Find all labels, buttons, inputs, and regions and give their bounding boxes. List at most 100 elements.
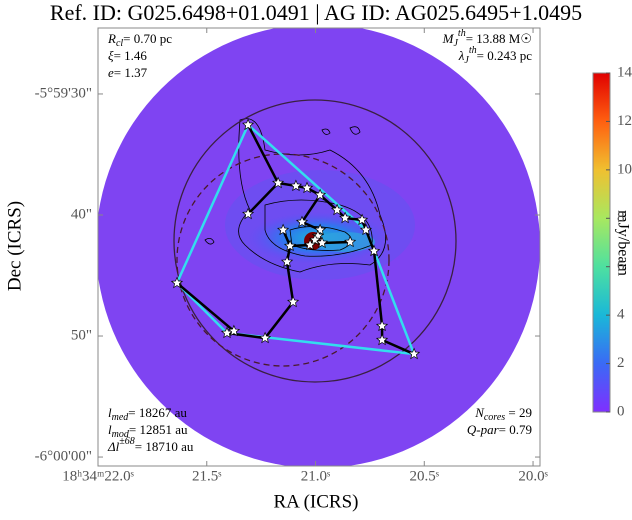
x-tick-label: 20.5ˢ	[410, 468, 439, 484]
core	[375, 333, 389, 346]
annotation-subscript: mod	[112, 429, 130, 440]
core	[277, 223, 290, 236]
annotation-value: = 13.88 M☉	[466, 31, 532, 46]
core	[344, 235, 357, 248]
frame	[97, 27, 541, 467]
core	[339, 211, 352, 224]
colorbar-tick-label: 2	[617, 355, 625, 371]
annotation-symbol: M	[442, 31, 455, 46]
annotation-value: = 18710 au	[135, 439, 194, 454]
annotation-symbol: Q-par	[467, 422, 500, 437]
x-axis-label: RA (ICRS)	[274, 491, 359, 512]
annotation-symbol: ξ	[108, 48, 114, 63]
colorbar-tick-label: 14	[617, 64, 632, 80]
annotation-value: = 29	[505, 405, 532, 420]
core	[227, 324, 241, 337]
annotation-value: = 12851 au	[129, 422, 188, 437]
core	[295, 215, 309, 228]
colorbar-tick-label: 6	[617, 258, 625, 274]
core	[359, 223, 373, 236]
annotation-symbol: R	[107, 31, 116, 46]
annotation-subscript: J	[464, 55, 469, 66]
annotation-value: = 0.70 pc	[123, 31, 172, 46]
annotation-symbol: Δl	[107, 439, 120, 454]
core	[309, 233, 322, 246]
core	[314, 188, 327, 201]
annotation-superscript: ±68	[119, 436, 135, 447]
y-axis-label: Dec (ICRS)	[4, 201, 25, 291]
mst-edge	[381, 338, 415, 356]
annotation: e= 1.37	[108, 65, 148, 80]
y-tick-label: -6°00'00"	[35, 448, 92, 464]
annotation-value: = 0.243 pc	[477, 48, 533, 63]
core	[287, 295, 300, 308]
network	[170, 118, 421, 360]
circle	[173, 99, 457, 383]
core	[375, 319, 389, 332]
mst-edge	[372, 250, 384, 327]
core	[330, 203, 344, 216]
annotation-symbol: l	[108, 405, 112, 420]
annotation: MJth= 13.88 M☉	[442, 28, 532, 49]
contour	[238, 118, 387, 273]
mst-edge	[322, 240, 351, 245]
title: Ref. ID: G025.6498+01.0491 | AG ID: AG02…	[50, 0, 582, 25]
mst-edge	[285, 261, 295, 303]
contour	[204, 126, 361, 245]
core	[283, 239, 297, 252]
x-tick-label: 21.0ˢ	[301, 468, 330, 484]
core	[304, 238, 317, 251]
y-tick-label: 50"	[71, 327, 92, 343]
hull-edge	[175, 124, 250, 284]
annotation-symbol: e	[108, 65, 114, 80]
core	[289, 179, 303, 192]
annotation-value: = 18267 au	[128, 405, 187, 420]
colorbar-tick-label: 0	[617, 403, 625, 419]
core	[242, 207, 255, 220]
annotation: Q-par= 0.79	[467, 422, 532, 437]
x-tick-label: 20.0ˢ	[518, 468, 547, 484]
map	[98, 28, 540, 466]
colorbar-tick-label: 8	[617, 210, 625, 226]
annotation: lmod= 12851 au	[108, 422, 188, 440]
core	[258, 331, 272, 344]
y-tick-label: -5°59'30"	[35, 85, 92, 101]
annotation-value: = 0.79	[499, 422, 532, 437]
annotation: Ncores = 29	[474, 405, 532, 423]
dashed-circle	[176, 153, 390, 367]
annotation: lmed= 18267 au	[108, 405, 187, 423]
core	[355, 213, 369, 226]
mst-edge	[264, 301, 295, 339]
core	[280, 255, 294, 268]
annotation-subscript: J	[453, 38, 458, 49]
annotation-subscript: cores	[484, 412, 505, 423]
mst-edge	[247, 182, 280, 215]
annotation-value: = 1.46	[114, 48, 148, 63]
core	[315, 236, 329, 249]
y-tick-label: 40"	[71, 206, 92, 222]
annotation-symbol: l	[108, 422, 112, 437]
core	[272, 176, 285, 189]
core	[242, 118, 255, 131]
colorbar-tick-label: 10	[617, 161, 632, 177]
annotation-subscript: cl	[116, 38, 123, 49]
colorbar	[592, 72, 611, 413]
annotation-symbol: λ	[458, 48, 465, 63]
annotation-superscript: th	[469, 45, 477, 56]
annotation-value: = 1.37	[114, 65, 148, 80]
core	[170, 276, 184, 289]
colorbar-label: mJy/beam	[614, 210, 631, 276]
mst-edge	[246, 124, 280, 184]
x-tick-label: 21.5ˢ	[192, 468, 221, 484]
colorbar-tick-label: 4	[617, 307, 625, 323]
core	[407, 347, 421, 360]
colorbar-tick-label: 12	[617, 113, 632, 129]
annotation: ξ= 1.46	[108, 48, 147, 63]
core	[367, 244, 381, 257]
core	[300, 181, 314, 194]
annotation: Rcl= 0.70 pc	[107, 31, 172, 49]
annotation: λJth= 0.243 pc	[458, 45, 532, 66]
x-tick-label: 18ʰ34ᵐ22.0ˢ	[62, 468, 134, 484]
annotation-superscript: th	[458, 28, 466, 39]
